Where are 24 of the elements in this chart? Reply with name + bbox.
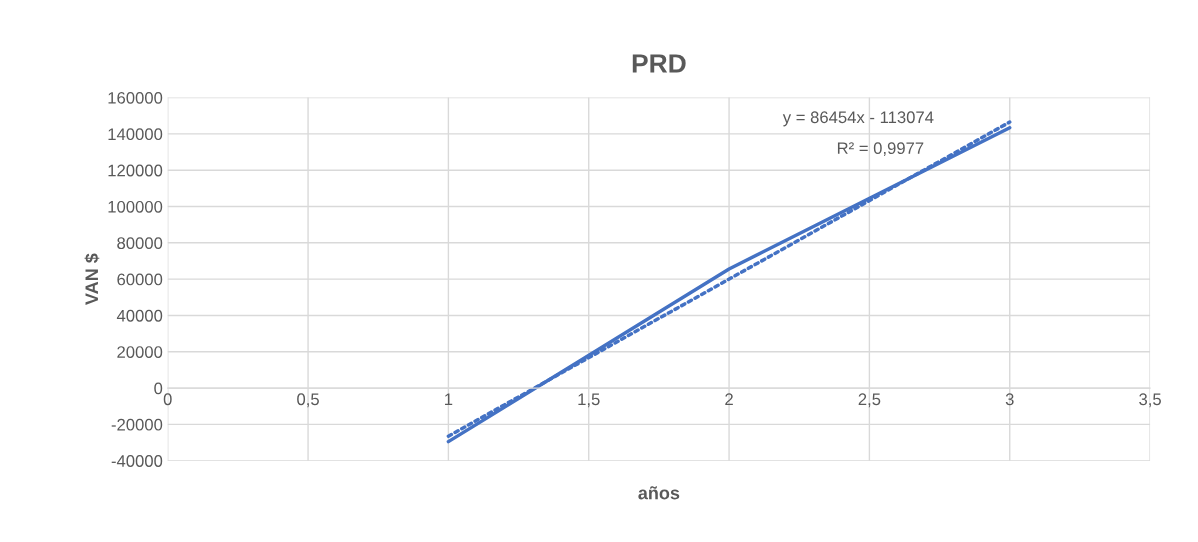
annotation: R² = 0,9977 <box>837 142 924 156</box>
y-tick-label: 60000 <box>117 273 163 286</box>
y-tick-label: 80000 <box>117 237 163 250</box>
x-tick-label: 0 <box>163 393 172 406</box>
annotation: y = 86454x - 113074 <box>782 111 934 127</box>
y-tick-label: 100000 <box>108 200 163 213</box>
x-axis-title: años <box>638 486 680 500</box>
y-tick-label: 0 <box>154 382 163 395</box>
y-tick-label: 40000 <box>116 309 163 322</box>
x-tick-label: 2,5 <box>858 393 881 408</box>
y-tick-label: 160000 <box>108 91 163 104</box>
y-tick-label: 20000 <box>117 346 163 358</box>
y-axis-title: VAN $ <box>84 253 100 305</box>
x-tick-label: 0,5 <box>297 393 319 408</box>
y-tick-label: -20000 <box>111 418 163 431</box>
x-tick-label: 1 <box>445 393 453 406</box>
x-tick-label: 3 <box>1005 393 1014 406</box>
chart-title: PRD <box>632 54 686 73</box>
x-tick-label: 3,5 <box>1139 393 1161 408</box>
x-tick-label: 2 <box>725 393 733 406</box>
y-tick-label: 120000 <box>108 164 163 177</box>
y-tick-label: -40000 <box>111 455 163 467</box>
x-tick-label: 1,5 <box>578 393 600 408</box>
y-tick-label: 140000 <box>108 128 163 141</box>
